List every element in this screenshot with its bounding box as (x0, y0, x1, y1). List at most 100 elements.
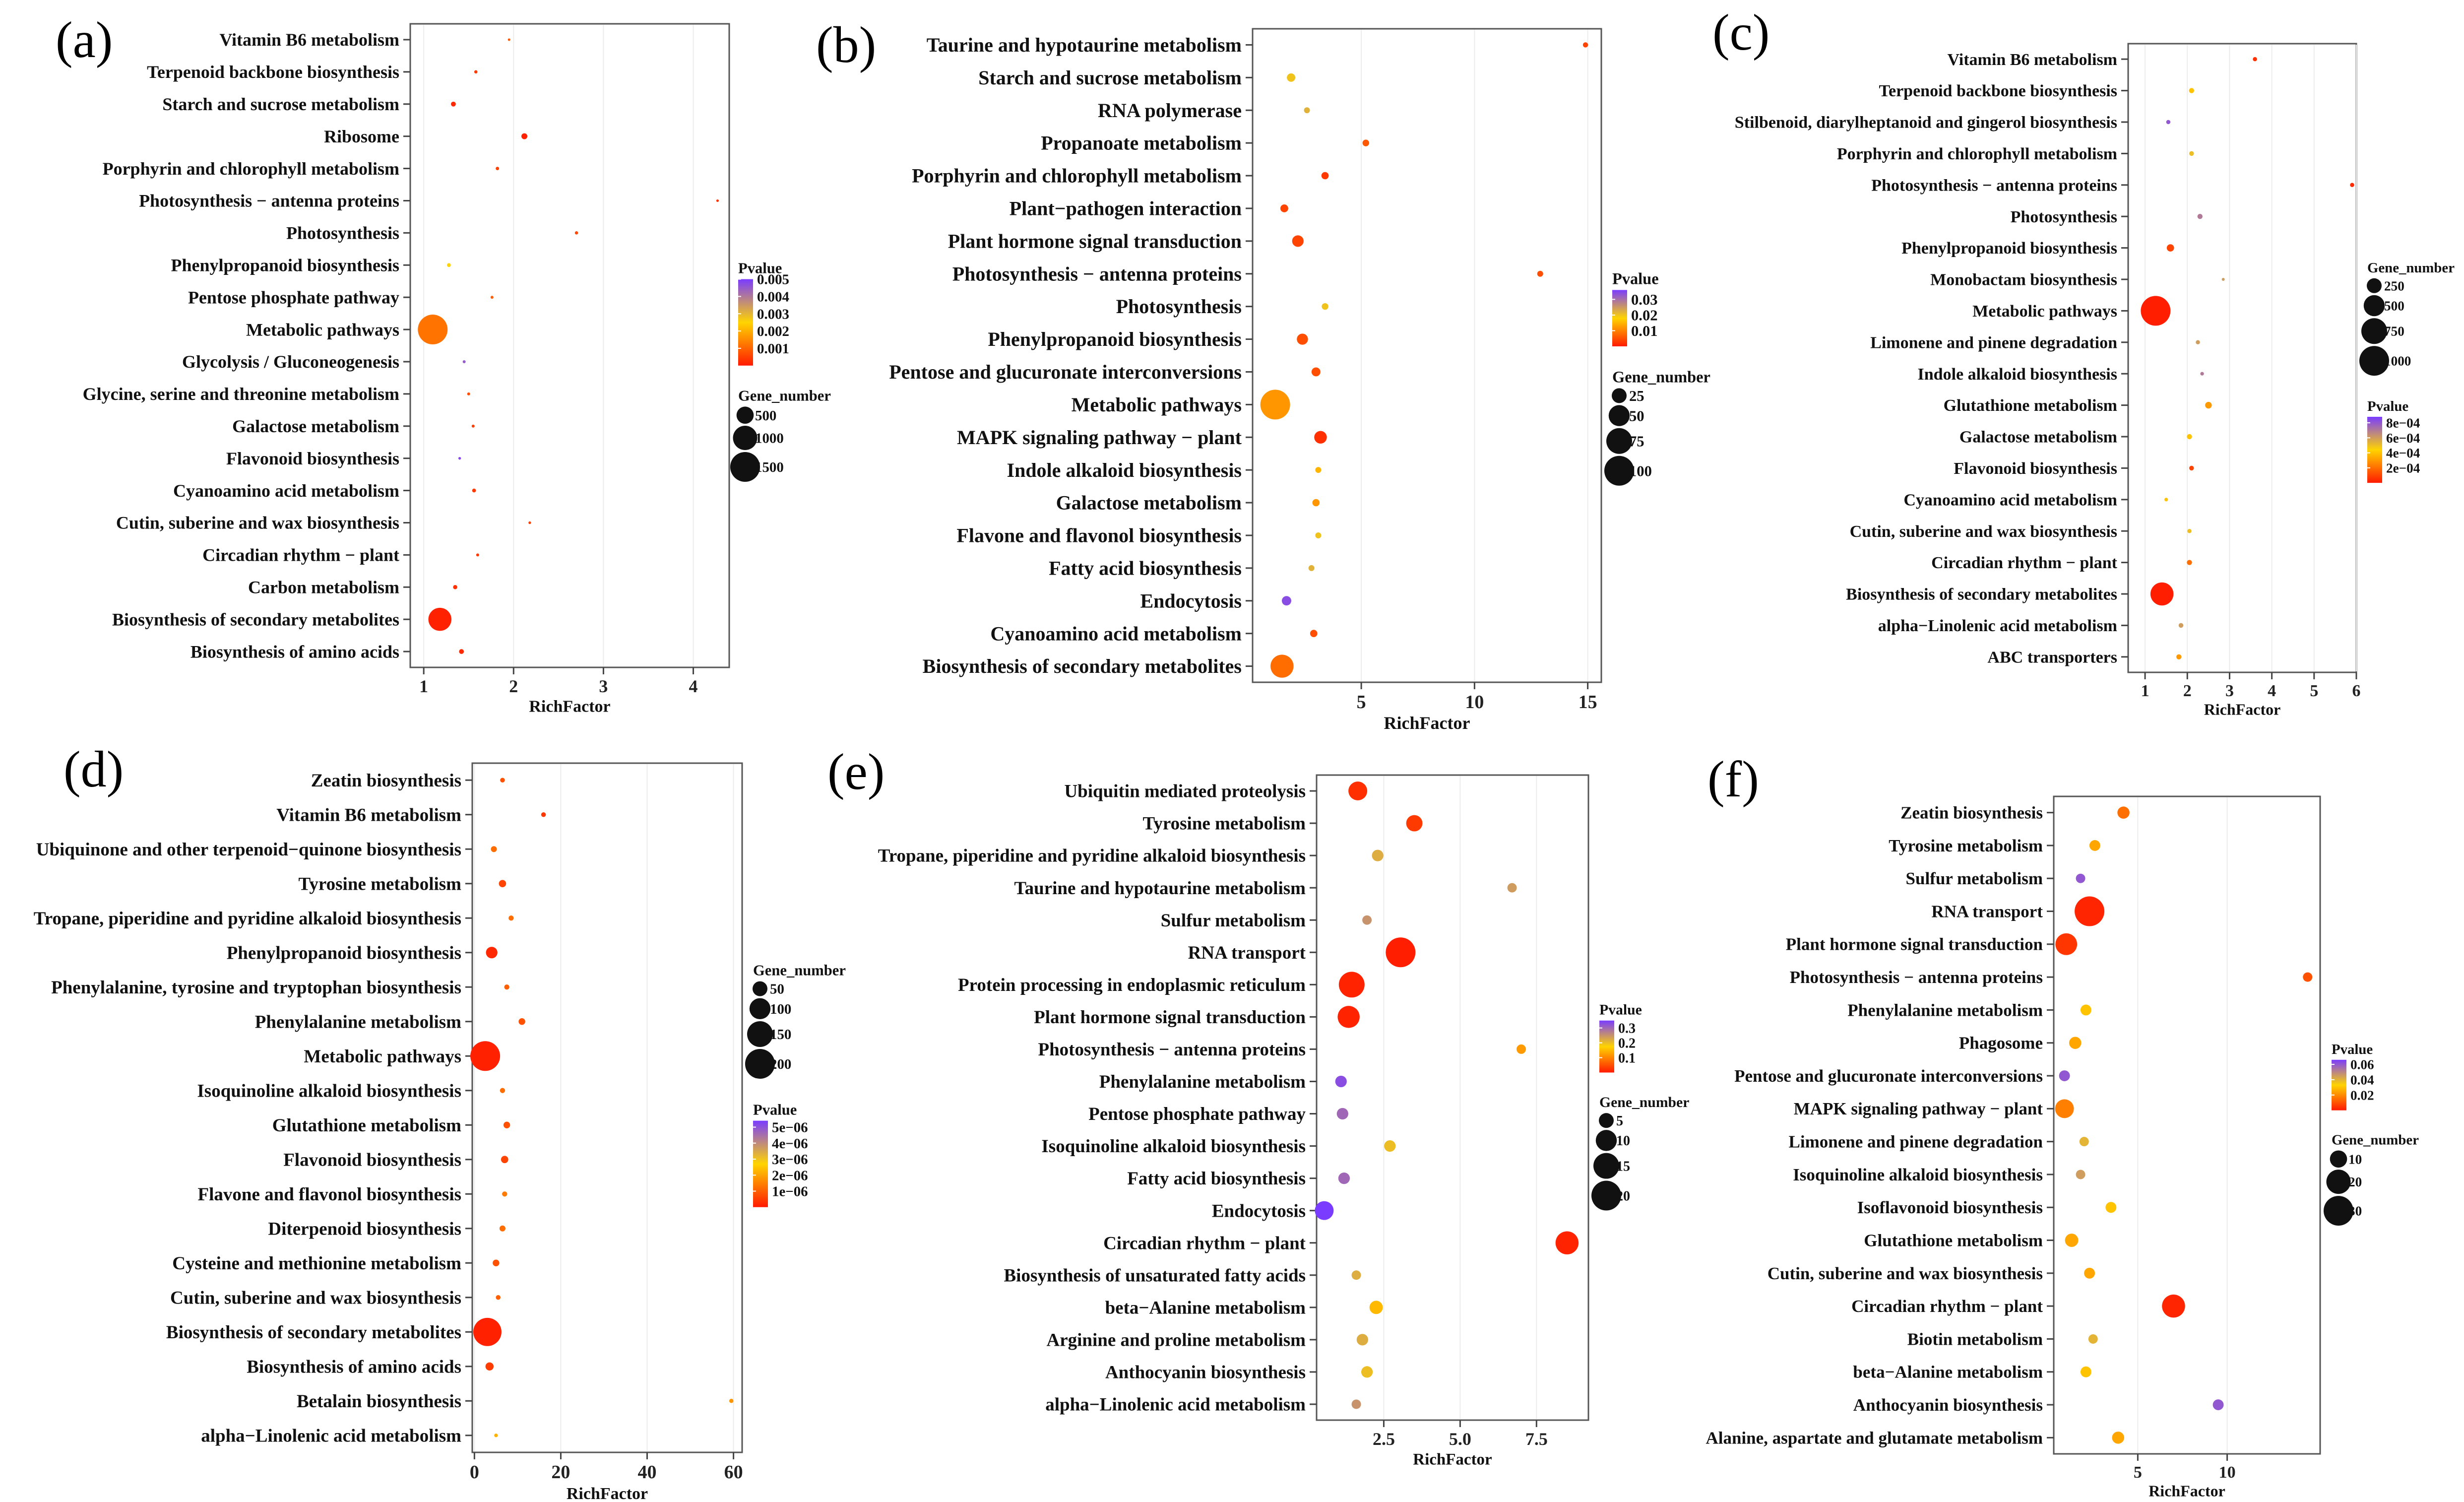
data-point (494, 1434, 498, 1437)
y-tick-label: Plant hormone signal transduction (948, 230, 1242, 252)
panel-letter: (f) (1707, 751, 1759, 808)
data-point (459, 649, 464, 654)
data-point (2189, 465, 2194, 471)
color-legend-title: Pvalue (2332, 1042, 2373, 1057)
size-key-dot (745, 1048, 775, 1079)
size-key-dot (1606, 428, 1632, 454)
y-tick-label: Terpenoid backbone biosynthesis (1879, 82, 2117, 100)
data-point (2196, 340, 2200, 345)
y-tick-label: Zeatin biosynthesis (311, 771, 461, 791)
data-point (2178, 623, 2184, 628)
y-tick-label: Indole alkaloid biosynthesis (1918, 365, 2117, 384)
data-point (2065, 1234, 2079, 1247)
y-tick-label: Ribosome (324, 127, 399, 146)
data-point (2162, 1294, 2185, 1318)
size-key-dot (747, 1021, 773, 1047)
y-tick-label: Photosynthesis − antenna proteins (139, 191, 399, 211)
color-tick-label: 0.002 (757, 324, 789, 339)
data-point (2350, 183, 2354, 188)
color-tick-label: 0.004 (757, 289, 789, 305)
y-tick-label: Photosynthesis − antenna proteins (1871, 176, 2117, 195)
color-tick-label: 0.2 (1618, 1036, 1636, 1051)
y-tick-label: Stilbenoid, diarylheptanoid and gingerol… (1735, 114, 2117, 132)
data-point (447, 263, 451, 267)
y-tick-label: RNA transport (1188, 943, 1306, 963)
size-legend-title: Gene_number (2332, 1132, 2419, 1148)
y-tick-label: Sulfur metabolism (1906, 869, 2043, 888)
y-tick-label: Biosynthesis of unsaturated fatty acids (1004, 1265, 1306, 1286)
data-point (462, 360, 466, 363)
x-tick-label: 15 (1579, 692, 1597, 713)
data-point (2080, 1004, 2091, 1016)
color-tick-label: 4e−06 (772, 1136, 808, 1152)
data-point (1336, 1108, 1348, 1120)
x-tick-label: 20 (551, 1462, 570, 1483)
data-point (1304, 107, 1310, 114)
data-point (2105, 1202, 2117, 1213)
data-point (1372, 849, 1384, 861)
data-point (496, 1295, 501, 1300)
y-tick-label: Ubiquitin mediated proteolysis (1064, 782, 1306, 802)
x-tick-label: 6 (2352, 682, 2361, 700)
y-tick-label: Tyrosine metabolism (1889, 836, 2043, 855)
data-point (2221, 278, 2225, 281)
plot-area (2127, 43, 2357, 673)
size-key-dot (2359, 346, 2389, 376)
y-tick-label: Isoquinoline alkaloid biosynthesis (197, 1081, 461, 1101)
y-tick-label: Starch and sucrose metabolism (978, 66, 1242, 89)
y-tick-label: beta−Alanine metabolism (1105, 1298, 1306, 1318)
y-tick-label: Protein processing in endoplasmic reticu… (958, 975, 1306, 995)
size-key-dot (2330, 1150, 2347, 1168)
panel-letter: (c) (1712, 4, 1769, 61)
y-tick-label: Cyanoamino acid metabolism (1903, 491, 2117, 509)
size-legend-title: Gene_number (1599, 1095, 1689, 1110)
x-tick-label: 40 (638, 1462, 657, 1483)
y-tick-label: Phenylpropanoid biosynthesis (227, 943, 461, 963)
x-axis-title: RichFactor (1413, 1451, 1492, 1469)
y-tick-label: Glutathione metabolism (1944, 396, 2117, 415)
size-key-label: 5 (1616, 1113, 1623, 1129)
panel-a: (a) Vitamin B6 metabolism Terpenoid backbo… (56, 11, 831, 716)
data-point (418, 315, 448, 345)
y-tick-label: Terpenoid backbone biosynthesis (147, 62, 399, 82)
data-point (1555, 1231, 1579, 1254)
x-tick-label: 2 (509, 676, 518, 696)
y-tick-label: Glycine, serine and threonine metabolism (83, 384, 399, 404)
y-tick-label: Porphyrin and chlorophyll metabolism (912, 165, 1242, 187)
data-point (1582, 42, 1588, 48)
size-key-dot (733, 426, 758, 451)
size-key-dot (2326, 1170, 2351, 1194)
data-point (1362, 139, 1369, 146)
data-point (2076, 873, 2085, 883)
data-point (1315, 467, 1322, 473)
color-tick-label: 0.02 (2350, 1088, 2374, 1103)
data-point (2166, 244, 2174, 252)
data-point (503, 1121, 510, 1128)
y-tick-label: Phenylpropanoid biosynthesis (171, 255, 400, 275)
size-key-label: 150 (770, 1027, 791, 1043)
y-tick-label: ABC transporters (1987, 648, 2117, 666)
data-point (1507, 883, 1517, 893)
y-tick-label: Photosynthesis − antenna proteins (1790, 968, 2043, 987)
y-tick-label: Photosynthesis (2011, 208, 2117, 226)
size-key-label: 750 (2384, 324, 2404, 339)
y-tick-label: Taurine and hypotaurine metabolism (927, 34, 1242, 56)
plot-area (471, 762, 743, 1453)
data-point (1297, 333, 1308, 345)
data-point (2055, 933, 2078, 955)
data-point (1280, 204, 1288, 212)
data-point (2253, 57, 2257, 62)
y-tick-label: Flavonoid biosynthesis (1954, 459, 2117, 478)
color-tick-label: 0.06 (2350, 1057, 2374, 1072)
y-tick-label: Biosynthesis of secondary metabolites (112, 609, 399, 629)
y-tick-label: Monobactam biosynthesis (1930, 271, 2117, 289)
data-point (471, 424, 475, 428)
y-tick-label: Fatty acid biosynthesis (1049, 557, 1242, 579)
data-point (1348, 782, 1368, 800)
y-tick-label: alpha−Linolenic acid metabolism (201, 1426, 461, 1446)
y-tick-label: Flavone and flavonol biosynthesis (956, 524, 1242, 547)
x-tick-label: 1 (419, 676, 428, 696)
y-tick-label: Endocytosis (1212, 1201, 1306, 1221)
data-point (486, 947, 498, 959)
size-key-dot (736, 406, 754, 424)
